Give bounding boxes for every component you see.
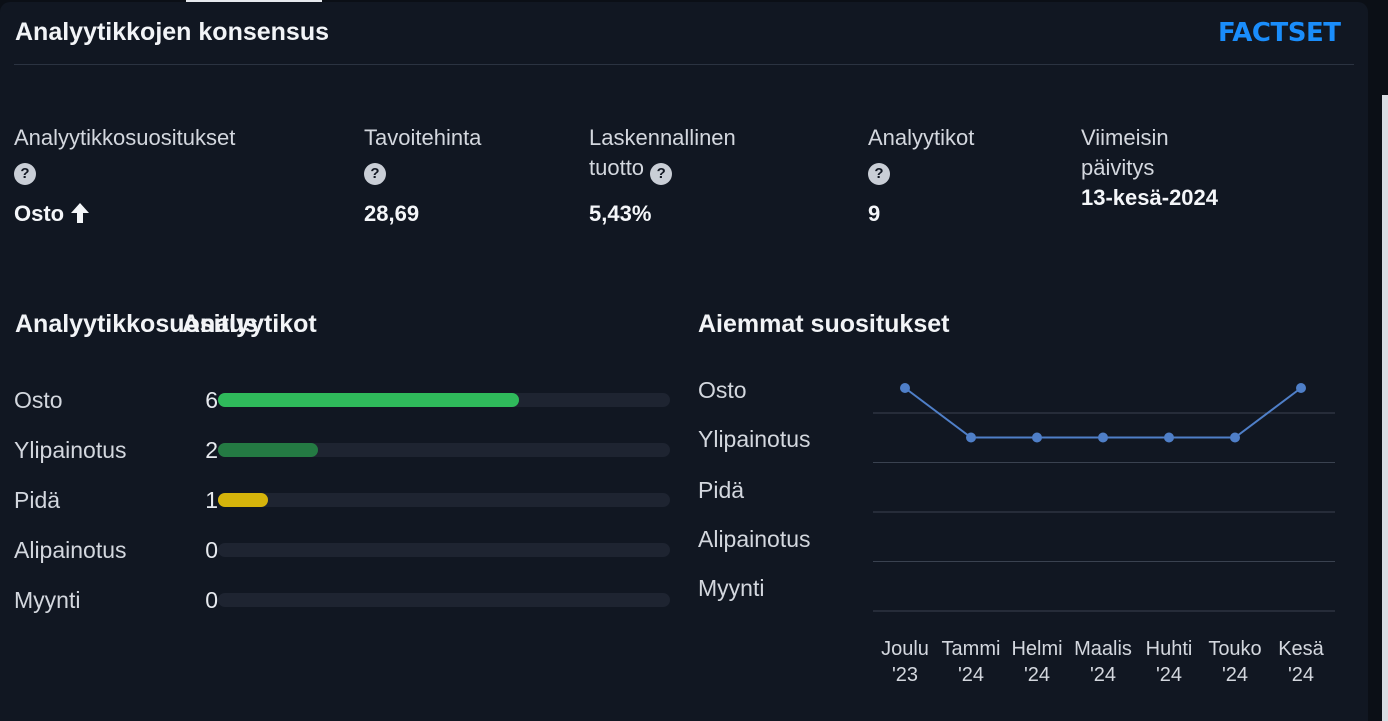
stat-label: Analyytikot xyxy=(868,125,975,150)
active-tab-indicator xyxy=(186,0,322,3)
row-label: Osto xyxy=(14,387,63,413)
help-icon[interactable]: ? xyxy=(14,163,36,185)
data-point[interactable] xyxy=(1164,432,1174,443)
stat-label: Laskennallinen tuotto xyxy=(589,125,736,180)
stat-value: 28,69 xyxy=(364,201,420,226)
bar-track xyxy=(218,493,670,507)
breakdown-title-overlay: Analyytikot xyxy=(182,310,317,338)
help-icon[interactable]: ? xyxy=(868,163,890,185)
bar-fill xyxy=(218,443,318,457)
x-tick-label: Kesä '24 xyxy=(1278,638,1324,686)
x-tick-label: Huhti '24 xyxy=(1145,638,1193,686)
arrow-up-icon xyxy=(71,203,90,223)
data-point[interactable] xyxy=(1296,383,1306,393)
y-tick-label: Pidä xyxy=(698,477,745,503)
data-point[interactable] xyxy=(900,383,910,393)
stat-implied-return: Laskennallinen tuotto ? 5,43% xyxy=(589,123,789,229)
row-count: 6 xyxy=(205,387,218,413)
row-count: 2 xyxy=(205,437,218,463)
breakdown-row-osto: Osto 6 xyxy=(14,385,674,415)
row-label: Pidä xyxy=(14,487,61,513)
stat-recommendation: Analyytikkosuositukset ? Osto xyxy=(14,123,344,229)
bar-track xyxy=(218,443,670,457)
help-icon[interactable]: ? xyxy=(650,163,673,185)
header-divider xyxy=(14,64,1354,65)
x-tick-label: Tammi '24 xyxy=(941,638,1001,686)
row-label: Myynti xyxy=(14,587,81,613)
stat-label: Viimeisin päivitys xyxy=(1081,125,1169,180)
y-tick-label: Ylipainotus xyxy=(698,426,811,452)
y-tick-label: Myynti xyxy=(698,575,765,601)
breakdown-title: Analyytikkosuositus xyxy=(15,310,259,338)
scrollbar[interactable] xyxy=(1382,95,1388,721)
stat-value: 5,43% xyxy=(589,201,652,226)
data-point[interactable] xyxy=(966,432,976,443)
help-icon[interactable]: ? xyxy=(364,163,386,185)
history-title: Aiemmat suositukset xyxy=(698,310,950,338)
row-count: 1 xyxy=(205,487,218,513)
breakdown-row-alipainotus: Alipainotus 0 xyxy=(14,535,674,565)
factset-logo: FACTSET xyxy=(1218,18,1341,48)
y-tick-label: Osto xyxy=(698,377,747,403)
bar-track xyxy=(218,593,670,607)
y-tick-label: Alipainotus xyxy=(698,526,811,552)
stat-value: Osto xyxy=(14,201,65,226)
stat-analysts: Analyytikot ? 9 xyxy=(868,123,1058,229)
breakdown-row-pida: Pidä 1 xyxy=(14,485,674,515)
stat-label: Analyytikkosuositukset xyxy=(14,125,236,150)
bar-fill xyxy=(218,493,268,507)
stat-value: 9 xyxy=(868,201,881,226)
data-point[interactable] xyxy=(1032,432,1042,443)
row-count: 0 xyxy=(205,587,218,613)
stat-value: 13-kesä-2024 xyxy=(1081,185,1219,210)
bar-track xyxy=(218,543,670,557)
row-label: Ylipainotus xyxy=(14,437,127,463)
breakdown-row-myynti: Myynti 0 xyxy=(14,585,674,615)
panel-title: Analyytikkojen konsensus xyxy=(15,18,330,46)
data-point[interactable] xyxy=(1098,432,1108,443)
stat-target-price: Tavoitehinta ? 28,69 xyxy=(364,123,564,229)
x-tick-label: Joulu '23 xyxy=(881,638,929,686)
data-point[interactable] xyxy=(1230,432,1240,443)
x-tick-label: Helmi '24 xyxy=(1011,638,1063,686)
x-tick-label: Touko '24 xyxy=(1208,638,1262,686)
breakdown-row-ylipainotus: Ylipainotus 2 xyxy=(14,435,674,465)
row-count: 0 xyxy=(205,537,218,563)
bar-track xyxy=(218,393,670,407)
x-tick-label: Maalis '24 xyxy=(1074,638,1132,686)
row-label: Alipainotus xyxy=(14,537,127,563)
stat-label: Tavoitehinta xyxy=(364,125,482,150)
bar-fill xyxy=(218,393,519,407)
stat-last-updated: Viimeisin päivitys 13-kesä-2024 xyxy=(1081,123,1221,213)
